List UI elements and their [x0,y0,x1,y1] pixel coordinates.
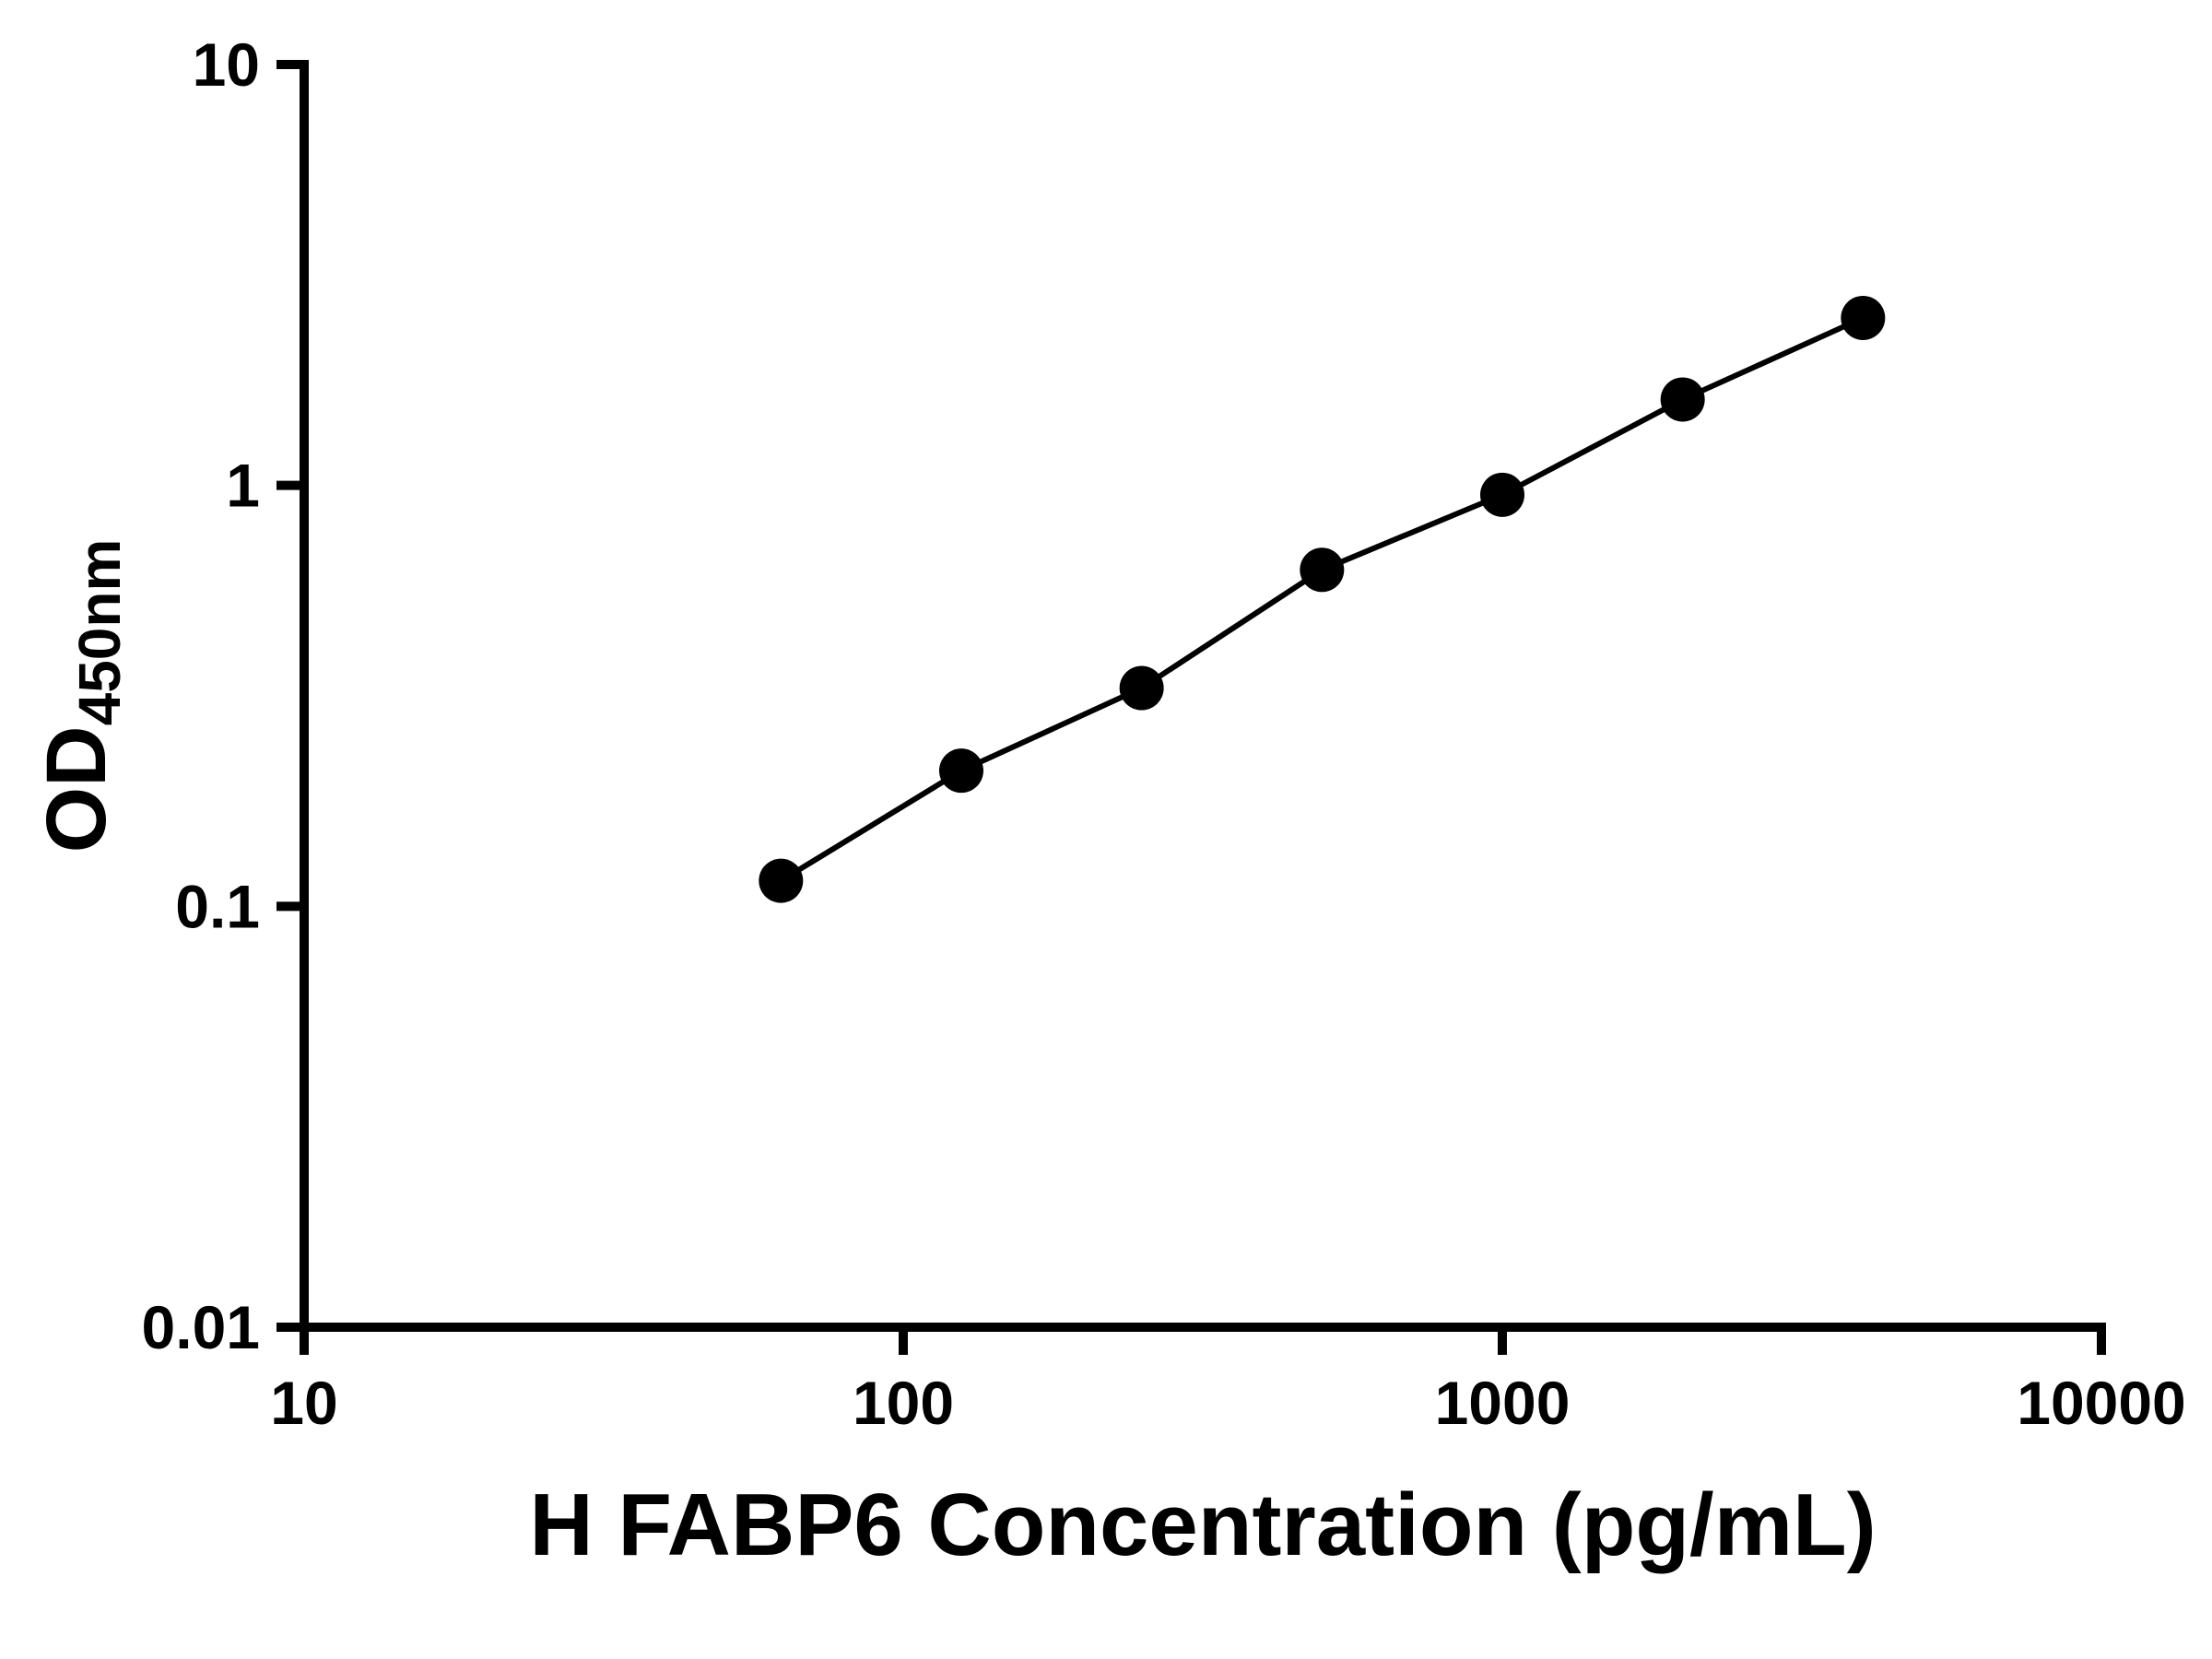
y-axis-tick-label: 0.01 [142,1293,260,1361]
data-point [759,858,804,903]
y-axis-title-subscript: 450nm [66,538,133,726]
data-point [1660,377,1705,422]
x-axis-tick-label: 10 [270,1369,337,1437]
y-axis-tick-label: 10 [193,30,260,99]
y-axis-title: OD450nm [29,539,134,853]
x-axis-tick-label: 100 [853,1369,954,1437]
data-point [938,748,983,794]
data-point [1300,547,1345,593]
data-point [1119,665,1164,711]
x-axis-tick-label: 1000 [1435,1369,1571,1437]
y-axis-title-main: OD [29,725,124,853]
x-axis-tick-label: 10000 [2017,1369,2186,1437]
data-point [1841,295,1886,340]
data-point [1480,472,1524,517]
x-axis-title: H FABP6 Concentration (pg/mL) [529,1476,1877,1574]
y-axis-tick-label: 1 [226,452,260,520]
y-axis-tick-label: 0.1 [175,872,260,940]
